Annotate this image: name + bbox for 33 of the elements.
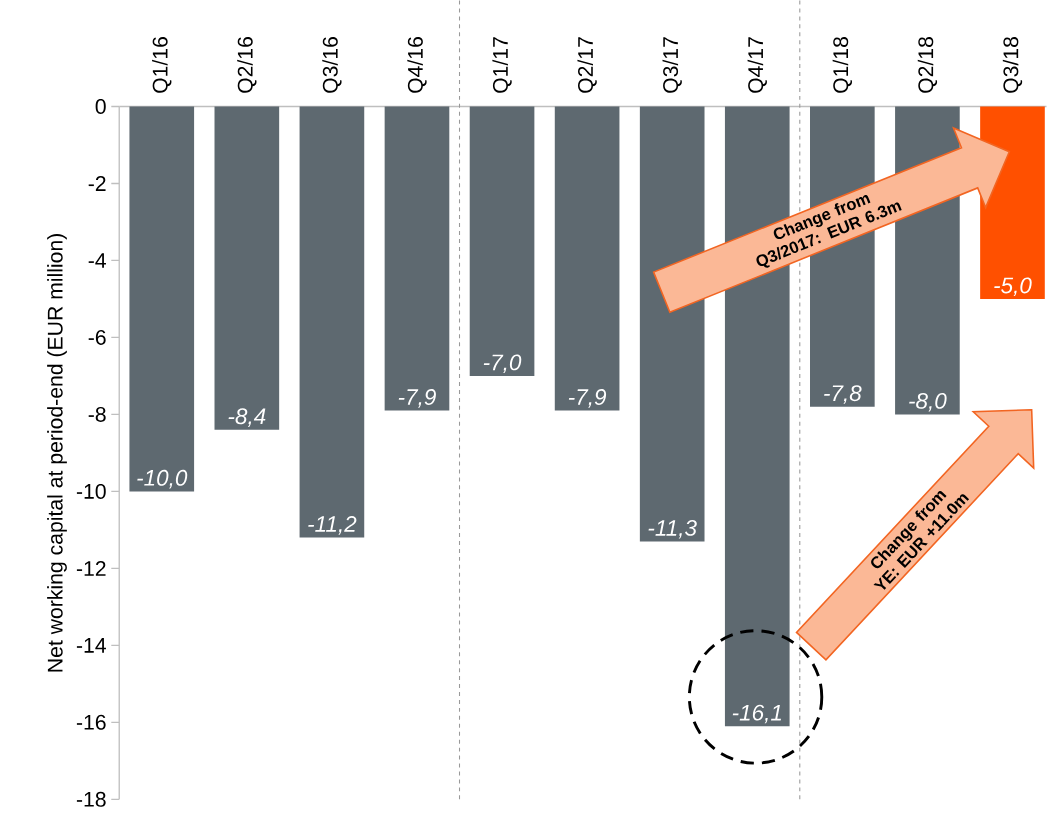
data-label: -7,9 [568,389,607,408]
y-tick-label: -14 [76,638,106,653]
y-tick-label: -4 [88,253,106,268]
x-tick-label: Q4/16 [407,37,427,94]
y-tick-label: -8 [88,407,106,423]
data-label: -16,1 [732,704,782,724]
y-tick-label: -10 [76,484,106,500]
data-label: -7,9 [398,389,436,408]
x-tick-label: Q3/17 [662,37,682,94]
x-tick-label: Q3/18 [1002,37,1023,94]
y-tick-label: 0 [95,99,106,115]
y-tick-label: -12 [76,561,106,576]
data-label: -8,0 [909,393,947,412]
data-label: -5,0 [994,277,1032,297]
x-tick-label: Q1/18 [832,37,853,94]
data-label: -7,0 [483,354,522,374]
data-label: -11,2 [308,516,357,535]
y-tick-label: -18 [76,792,106,808]
y-tick-label: -2 [88,176,106,192]
x-tick-label: Q4/17 [747,37,767,94]
x-tick-label: Q3/16 [322,37,342,94]
data-label: -11,3 [648,520,697,539]
y-tick-label: -6 [88,330,106,346]
x-tick-label: Q2/16 [237,37,257,94]
x-tick-label: Q2/18 [917,37,938,94]
data-label: -8,4 [228,408,266,428]
y-tick-label: -16 [76,715,106,731]
data-label: -7,8 [824,385,862,405]
data-label: -10,0 [137,470,188,489]
y-axis-title: Net working capital at period-end (EUR million) [47,234,67,672]
x-tick-label: Q1/16 [152,37,172,94]
x-tick-label: Q1/17 [492,37,512,94]
x-tick-label: Q2/17 [577,37,597,94]
